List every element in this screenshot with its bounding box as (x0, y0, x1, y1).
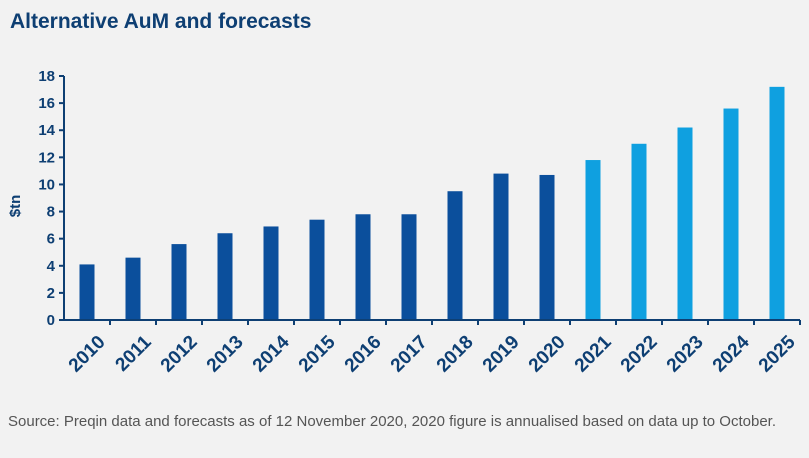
y-tick-label: 16 (38, 95, 55, 112)
y-axis-ticks: 0 2 4 6 8 10 12 14 16 18 (38, 68, 64, 329)
y-tick-label: 4 (47, 258, 56, 275)
bar-2025 (769, 86, 785, 320)
y-tick-label: 18 (38, 68, 55, 85)
y-tick-label: 12 (38, 149, 55, 166)
bar-2010 (79, 264, 95, 320)
bar-2014 (263, 226, 279, 320)
x-tick-label: 2019 (479, 332, 524, 377)
bar-2019 (493, 173, 509, 320)
x-tick-label: 2014 (249, 331, 294, 376)
x-tick-label: 2013 (203, 332, 248, 377)
x-tick-label: 2023 (663, 332, 708, 377)
bar-2011 (125, 257, 141, 320)
x-tick-label: 2021 (571, 331, 616, 376)
y-tick-label: 2 (47, 285, 55, 302)
bar-2018 (447, 191, 463, 320)
x-tick-label: 2020 (525, 332, 570, 377)
bar-2020 (539, 174, 555, 320)
bar-2023 (677, 127, 693, 320)
x-tick-label: 2012 (157, 332, 202, 377)
y-tick-label: 10 (38, 176, 55, 193)
x-tick-label: 2024 (709, 331, 754, 376)
chart-title: Alternative AuM and forecasts (10, 10, 312, 33)
x-tick-label: 2025 (755, 331, 800, 376)
x-tick-label: 2016 (341, 332, 386, 377)
x-tick-label: 2015 (295, 331, 340, 376)
bar-chart: 0 2 4 6 8 10 12 14 16 18 2010 2011 2012 2013 2014 2015… (7, 68, 801, 377)
bar-2024 (723, 108, 739, 321)
bars (79, 86, 785, 321)
y-axis-label: $tn (7, 195, 24, 218)
source-note: Source: Preqin data and forecasts as of … (8, 413, 777, 430)
y-tick-label: 6 (47, 231, 55, 248)
bar-2016 (355, 214, 371, 320)
x-tick-label: 2011 (112, 331, 156, 375)
bar-2017 (401, 214, 417, 320)
bar-2012 (171, 244, 187, 320)
y-tick-label: 8 (47, 204, 55, 221)
x-tick-label: 2022 (617, 332, 662, 377)
bar-2021 (585, 160, 601, 320)
y-tick-label: 0 (47, 312, 55, 329)
bar-2022 (631, 143, 647, 320)
y-tick-label: 14 (38, 122, 55, 139)
bar-2013 (217, 233, 233, 320)
x-tick-label: 2017 (387, 332, 432, 377)
x-axis-ticks: 2010 2011 2012 2013 2014 2015 2016 2017 2018 2019… (65, 320, 801, 377)
x-tick-label: 2018 (433, 332, 478, 377)
x-tick-label: 2010 (65, 332, 110, 377)
bar-2015 (309, 219, 325, 320)
